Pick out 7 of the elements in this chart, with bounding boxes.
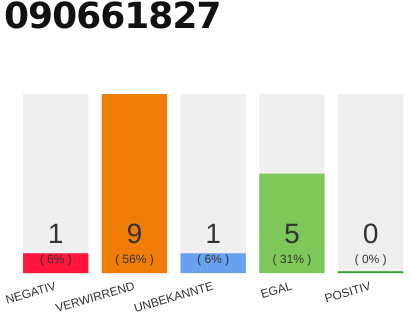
data-label: 0 ( 0% ) [354,218,387,266]
data-label: 1 ( 6% ) [197,218,230,266]
chart-title: 090661827 [4,0,220,37]
data-label: 9 ( 56% ) [115,218,154,266]
data-label: 1 ( 6% ) [40,218,72,266]
data-label: 5 ( 31% ) [272,218,312,266]
x-tick-label: EGAL [259,278,294,302]
